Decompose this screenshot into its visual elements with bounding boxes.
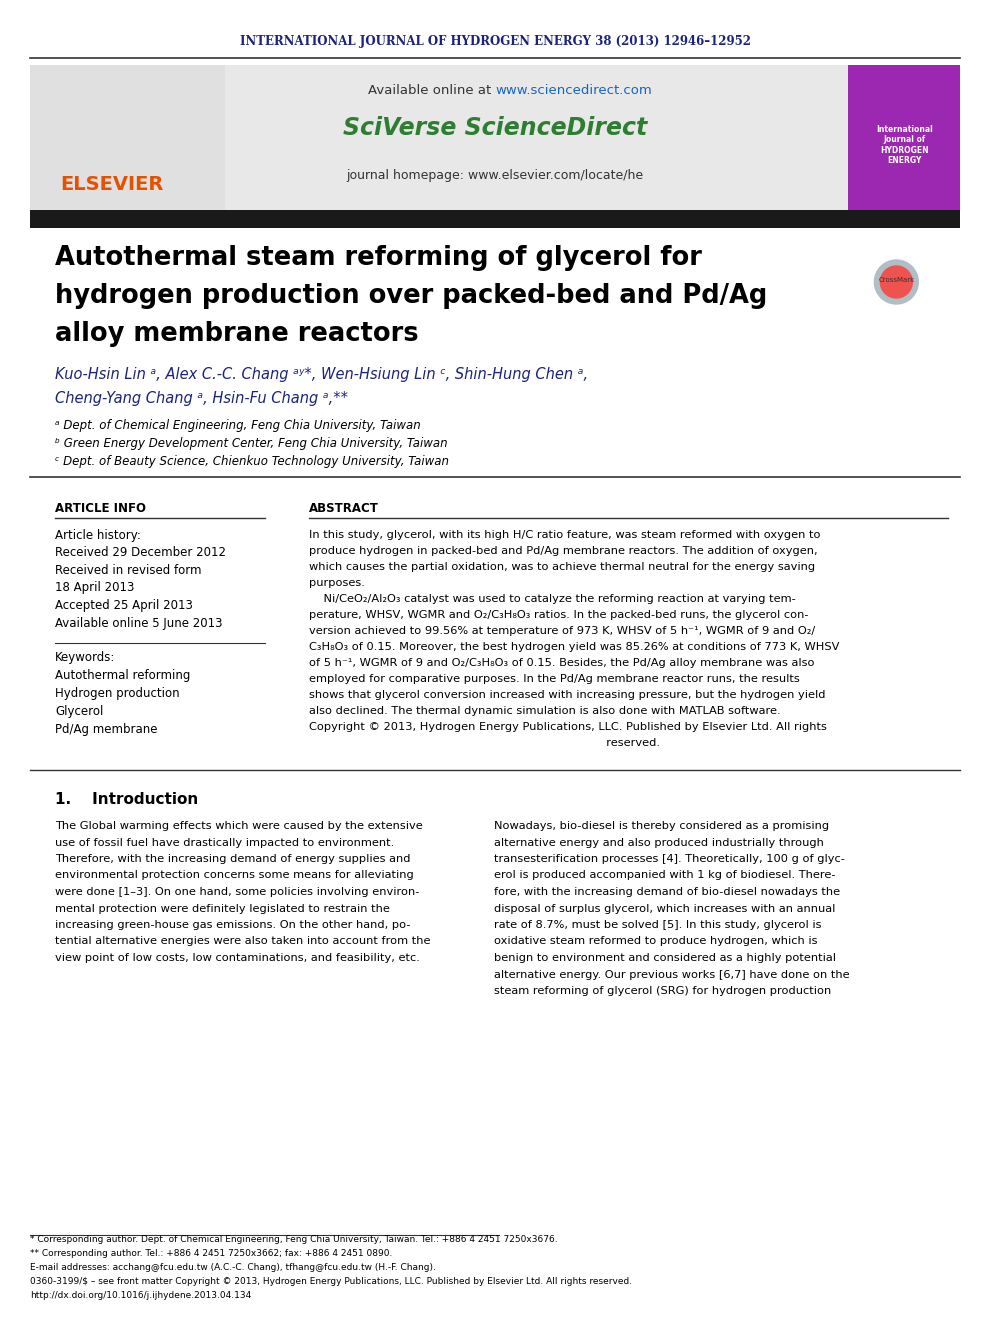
Text: use of fossil fuel have drastically impacted to environment.: use of fossil fuel have drastically impa… bbox=[55, 837, 394, 848]
Text: 18 April 2013: 18 April 2013 bbox=[55, 581, 134, 594]
Text: Received 29 December 2012: Received 29 December 2012 bbox=[55, 546, 226, 560]
Text: journal homepage: www.elsevier.com/locate/he: journal homepage: www.elsevier.com/locat… bbox=[346, 168, 644, 181]
Text: reserved.: reserved. bbox=[310, 738, 661, 747]
Text: Kuo-Hsin Lin ᵃ, Alex C.-C. Chang ᵃʸ*, Wen-Hsiung Lin ᶜ, Shin-Hung Chen ᵃ,: Kuo-Hsin Lin ᵃ, Alex C.-C. Chang ᵃʸ*, We… bbox=[55, 366, 588, 381]
Text: Cheng-Yang Chang ᵃ, Hsin-Fu Chang ᵃ,**: Cheng-Yang Chang ᵃ, Hsin-Fu Chang ᵃ,** bbox=[55, 390, 348, 406]
Text: increasing green-house gas emissions. On the other hand, po-: increasing green-house gas emissions. On… bbox=[55, 919, 411, 930]
Bar bbox=[30, 210, 960, 228]
Text: ᶜ Dept. of Beauty Science, Chienkuo Technology University, Taiwan: ᶜ Dept. of Beauty Science, Chienkuo Tech… bbox=[55, 455, 449, 467]
Text: Therefore, with the increasing demand of energy supplies and: Therefore, with the increasing demand of… bbox=[55, 855, 411, 864]
Text: Received in revised form: Received in revised form bbox=[55, 565, 201, 578]
Text: 0360-3199/$ – see front matter Copyright © 2013, Hydrogen Energy Publications, L: 0360-3199/$ – see front matter Copyright… bbox=[30, 1278, 632, 1286]
Text: version achieved to 99.56% at temperature of 973 K, WHSV of 5 h⁻¹, WGMR of 9 and: version achieved to 99.56% at temperatur… bbox=[310, 626, 815, 636]
Text: Available online at: Available online at bbox=[368, 83, 495, 97]
Text: Autothermal reforming: Autothermal reforming bbox=[55, 669, 190, 683]
Text: benign to environment and considered as a highly potential: benign to environment and considered as … bbox=[494, 953, 836, 963]
Text: ABSTRACT: ABSTRACT bbox=[310, 501, 379, 515]
Text: transesterification processes [4]. Theoretically, 100 g of glyc-: transesterification processes [4]. Theor… bbox=[494, 855, 845, 864]
Text: Hydrogen production: Hydrogen production bbox=[55, 688, 180, 700]
Bar bbox=[848, 65, 960, 210]
Text: tential alternative energies were also taken into account from the: tential alternative energies were also t… bbox=[55, 937, 431, 946]
Text: perature, WHSV, WGMR and O₂/C₃H₈O₃ ratios. In the packed-bed runs, the glycerol : perature, WHSV, WGMR and O₂/C₃H₈O₃ ratio… bbox=[310, 610, 808, 620]
Text: ᵇ Green Energy Development Center, Feng Chia University, Taiwan: ᵇ Green Energy Development Center, Feng … bbox=[55, 437, 447, 450]
Text: INTERNATIONAL JOURNAL OF HYDROGEN ENERGY 38 (2013) 12946–12952: INTERNATIONAL JOURNAL OF HYDROGEN ENERGY… bbox=[240, 36, 751, 49]
Circle shape bbox=[874, 261, 919, 304]
Bar bbox=[30, 65, 848, 210]
Text: steam reforming of glycerol (SRG) for hydrogen production: steam reforming of glycerol (SRG) for hy… bbox=[494, 986, 831, 996]
Text: rate of 8.7%, must be solved [5]. In this study, glycerol is: rate of 8.7%, must be solved [5]. In thi… bbox=[494, 919, 821, 930]
Circle shape bbox=[880, 266, 913, 298]
Text: environmental protection concerns some means for alleviating: environmental protection concerns some m… bbox=[55, 871, 414, 881]
Text: Glycerol: Glycerol bbox=[55, 705, 103, 718]
Text: Ni/CeO₂/Al₂O₃ catalyst was used to catalyze the reforming reaction at varying te: Ni/CeO₂/Al₂O₃ catalyst was used to catal… bbox=[310, 594, 797, 605]
Text: 1.    Introduction: 1. Introduction bbox=[55, 792, 198, 807]
Text: oxidative steam reformed to produce hydrogen, which is: oxidative steam reformed to produce hydr… bbox=[494, 937, 817, 946]
Text: Keywords:: Keywords: bbox=[55, 651, 115, 664]
Text: shows that glycerol conversion increased with increasing pressure, but the hydro: shows that glycerol conversion increased… bbox=[310, 691, 826, 700]
Text: Copyright © 2013, Hydrogen Energy Publications, LLC. Published by Elsevier Ltd. : Copyright © 2013, Hydrogen Energy Public… bbox=[310, 722, 827, 732]
Text: disposal of surplus glycerol, which increases with an annual: disposal of surplus glycerol, which incr… bbox=[494, 904, 835, 913]
Text: CrossMark: CrossMark bbox=[878, 277, 915, 283]
Text: Accepted 25 April 2013: Accepted 25 April 2013 bbox=[55, 598, 192, 611]
Text: erol is produced accompanied with 1 kg of biodiesel. There-: erol is produced accompanied with 1 kg o… bbox=[494, 871, 835, 881]
Text: purposes.: purposes. bbox=[310, 578, 365, 587]
Text: ARTICLE INFO: ARTICLE INFO bbox=[55, 501, 146, 515]
Text: of 5 h⁻¹, WGMR of 9 and O₂/C₃H₈O₃ of 0.15. Besides, the Pd/Ag alloy membrane was: of 5 h⁻¹, WGMR of 9 and O₂/C₃H₈O₃ of 0.1… bbox=[310, 658, 815, 668]
Bar bbox=[30, 65, 224, 210]
Text: hydrogen production over packed-bed and Pd/Ag: hydrogen production over packed-bed and … bbox=[55, 283, 767, 310]
Text: ** Corresponding author. Tel.: +886 4 2451 7250x3662; fax: +886 4 2451 0890.: ** Corresponding author. Tel.: +886 4 24… bbox=[30, 1249, 392, 1258]
Text: which causes the partial oxidation, was to achieve thermal neutral for the energ: which causes the partial oxidation, was … bbox=[310, 562, 815, 572]
Text: Available online 5 June 2013: Available online 5 June 2013 bbox=[55, 617, 222, 630]
Text: mental protection were definitely legislated to restrain the: mental protection were definitely legisl… bbox=[55, 904, 390, 913]
Text: http://dx.doi.org/10.1016/j.ijhydene.2013.04.134: http://dx.doi.org/10.1016/j.ijhydene.201… bbox=[30, 1291, 251, 1301]
Text: Autothermal steam reforming of glycerol for: Autothermal steam reforming of glycerol … bbox=[55, 245, 701, 271]
Text: ᵃ Dept. of Chemical Engineering, Feng Chia University, Taiwan: ᵃ Dept. of Chemical Engineering, Feng Ch… bbox=[55, 418, 421, 431]
Text: SciVerse ScienceDirect: SciVerse ScienceDirect bbox=[343, 116, 647, 140]
Text: were done [1–3]. On one hand, some policies involving environ-: were done [1–3]. On one hand, some polic… bbox=[55, 886, 420, 897]
Text: alloy membrane reactors: alloy membrane reactors bbox=[55, 321, 419, 347]
Text: www.sciencedirect.com: www.sciencedirect.com bbox=[495, 83, 652, 97]
Text: employed for comparative purposes. In the Pd/Ag membrane reactor runs, the resul: employed for comparative purposes. In th… bbox=[310, 673, 801, 684]
Text: C₃H₈O₃ of 0.15. Moreover, the best hydrogen yield was 85.26% at conditions of 77: C₃H₈O₃ of 0.15. Moreover, the best hydro… bbox=[310, 642, 840, 652]
Text: also declined. The thermal dynamic simulation is also done with MATLAB software.: also declined. The thermal dynamic simul… bbox=[310, 706, 781, 716]
Text: Pd/Ag membrane: Pd/Ag membrane bbox=[55, 724, 158, 737]
Text: produce hydrogen in packed-bed and Pd/Ag membrane reactors. The addition of oxyg: produce hydrogen in packed-bed and Pd/Ag… bbox=[310, 546, 818, 556]
Text: * Corresponding author. Dept. of Chemical Engineering, Feng Chia University, Tai: * Corresponding author. Dept. of Chemica… bbox=[30, 1236, 558, 1245]
Text: ELSEVIER: ELSEVIER bbox=[61, 176, 164, 194]
Text: The Global warming effects which were caused by the extensive: The Global warming effects which were ca… bbox=[55, 822, 423, 831]
Text: view point of low costs, low contaminations, and feasibility, etc.: view point of low costs, low contaminati… bbox=[55, 953, 420, 963]
Text: fore, with the increasing demand of bio-diesel nowadays the: fore, with the increasing demand of bio-… bbox=[494, 886, 840, 897]
Text: Article history:: Article history: bbox=[55, 528, 141, 541]
Text: In this study, glycerol, with its high H/C ratio feature, was steam reformed wit: In this study, glycerol, with its high H… bbox=[310, 531, 821, 540]
Text: International
Journal of
HYDROGEN
ENERGY: International Journal of HYDROGEN ENERGY bbox=[876, 124, 932, 165]
Text: alternative energy and also produced industrially through: alternative energy and also produced ind… bbox=[494, 837, 824, 848]
Text: alternative energy. Our previous works [6,7] have done on the: alternative energy. Our previous works [… bbox=[494, 970, 850, 979]
Text: E-mail addresses: acchang@fcu.edu.tw (A.C.-C. Chang), tfhang@fcu.edu.tw (H.-F. C: E-mail addresses: acchang@fcu.edu.tw (A.… bbox=[30, 1263, 435, 1273]
Text: Nowadays, bio-diesel is thereby considered as a promising: Nowadays, bio-diesel is thereby consider… bbox=[494, 822, 829, 831]
